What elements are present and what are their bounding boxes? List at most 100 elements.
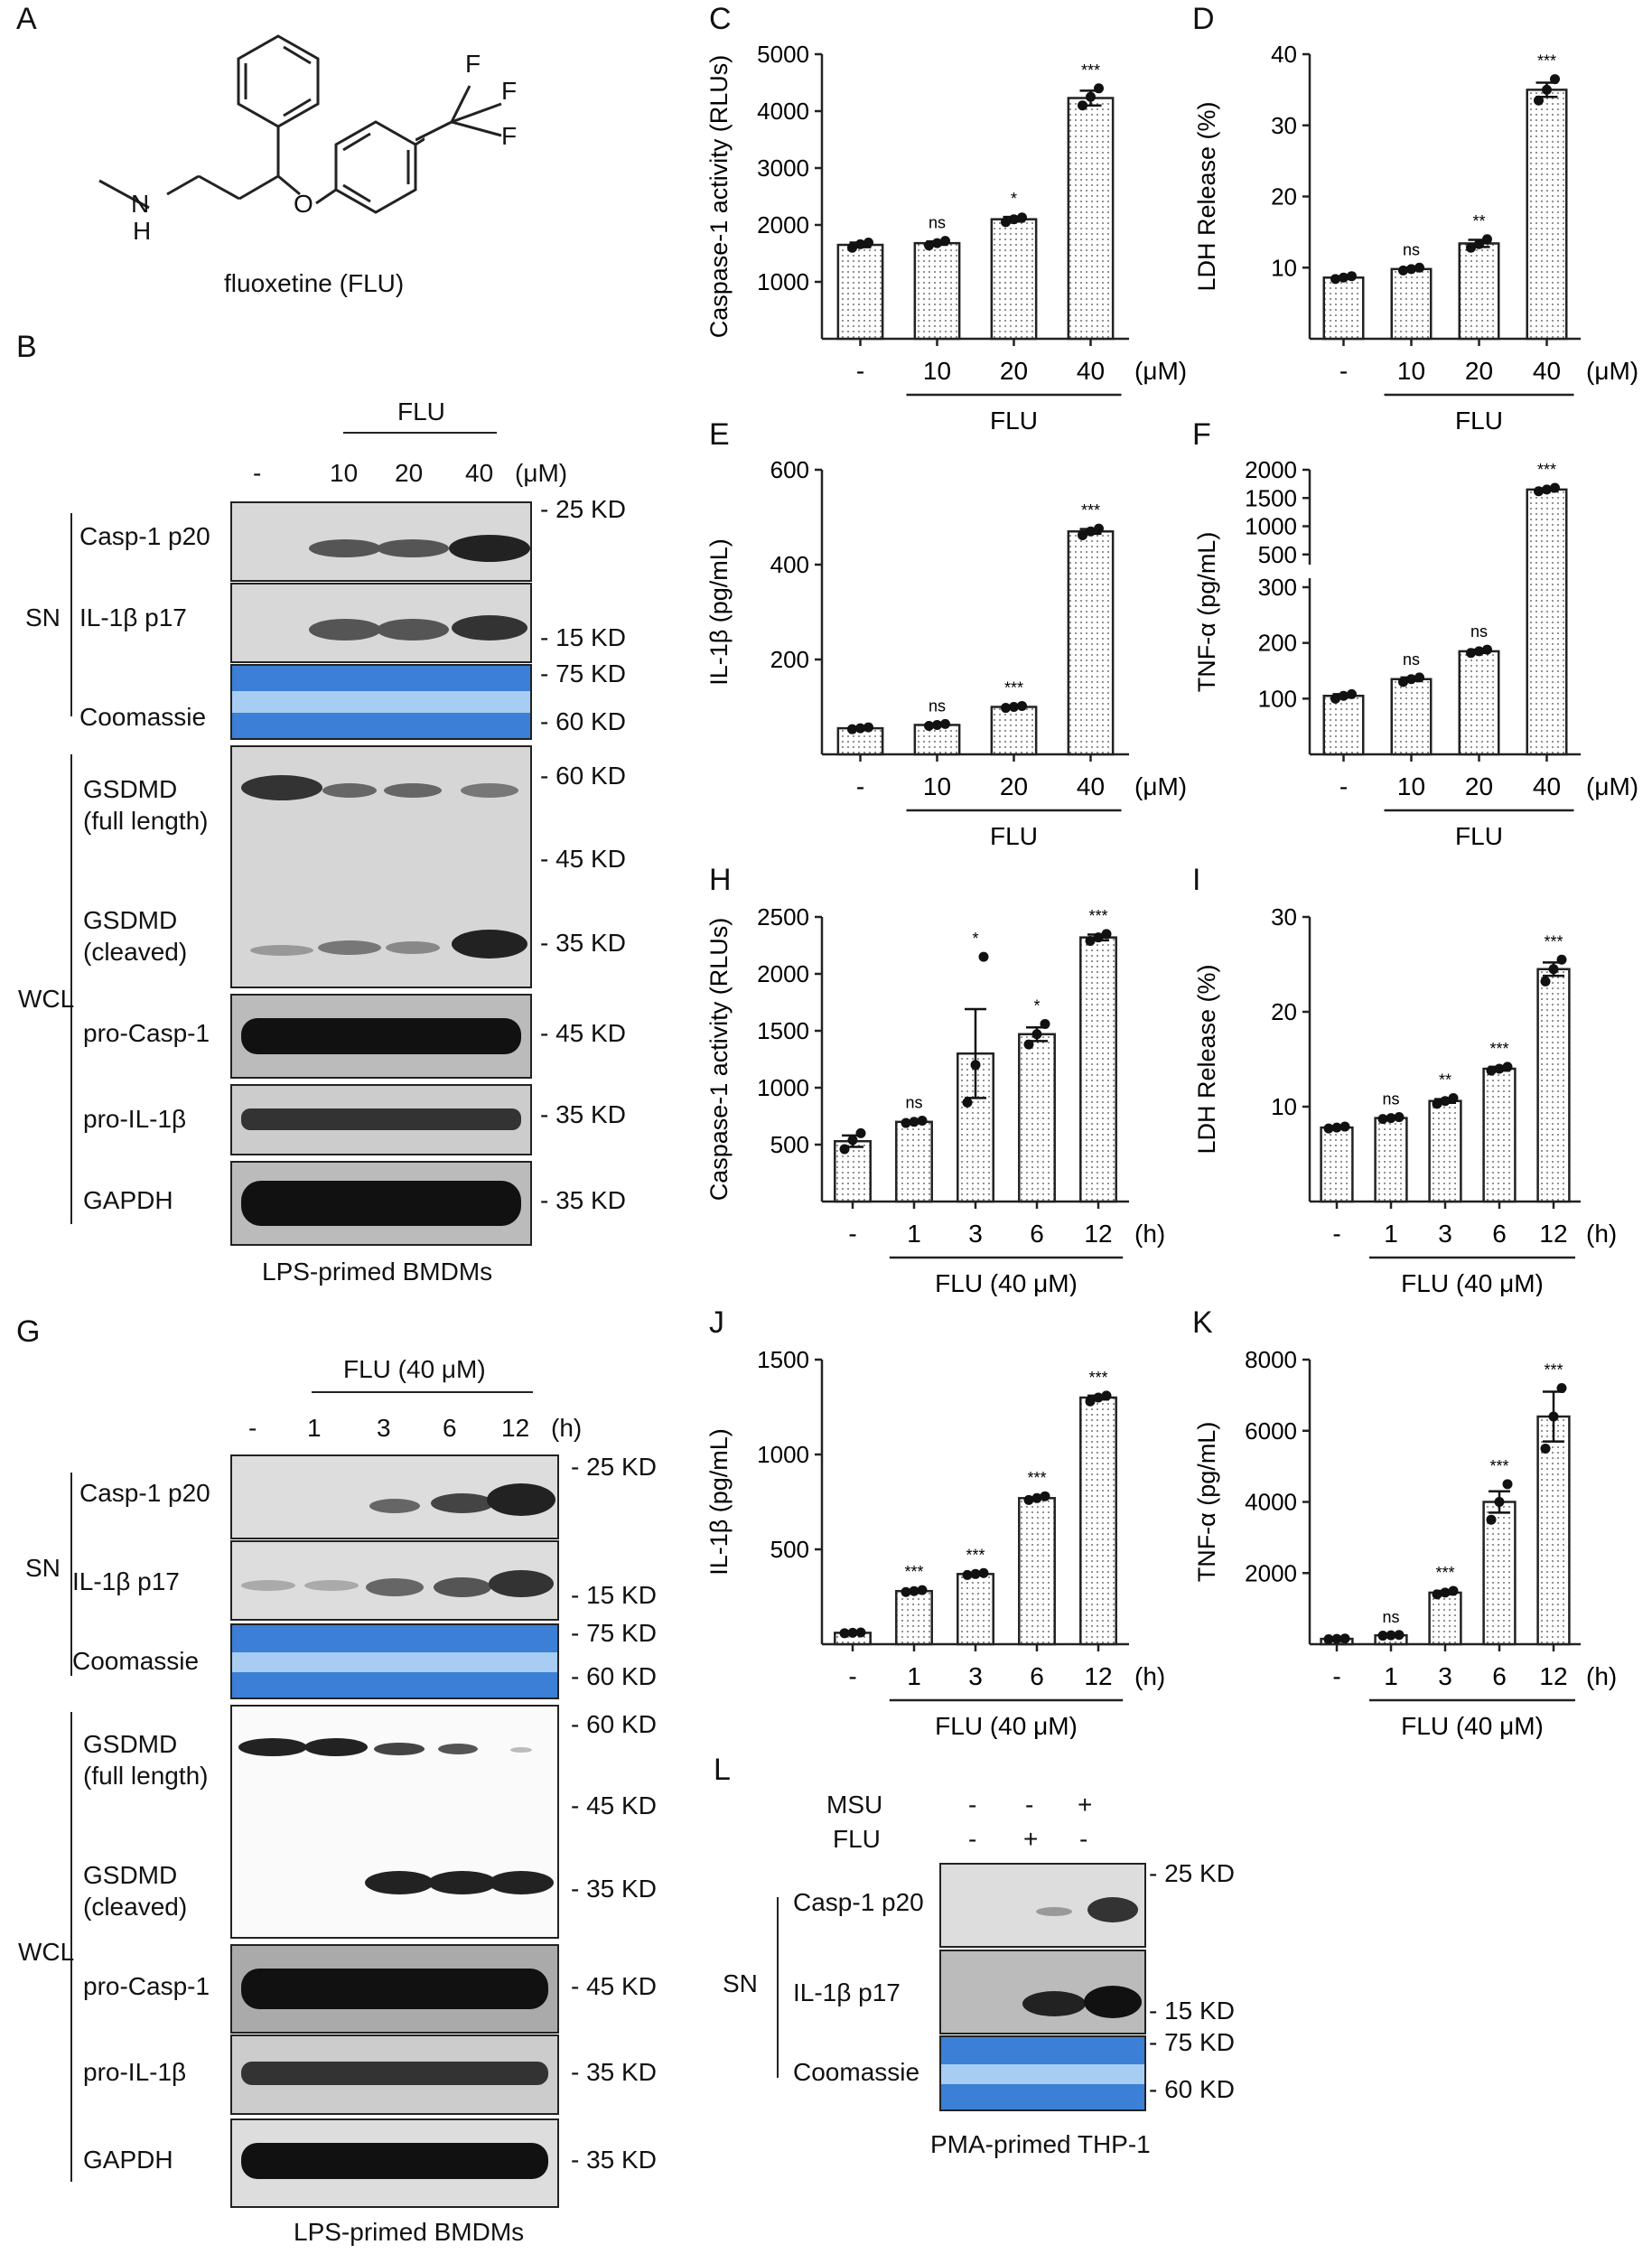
group-label: FLU (40 μM) xyxy=(935,1269,1078,1296)
data-point xyxy=(1474,238,1484,249)
blot-g-gapdh xyxy=(230,2118,559,2208)
y-axis-title: LDH Release (%) xyxy=(1193,101,1220,291)
y-tick-label: 2000 xyxy=(1245,1559,1297,1586)
structure-name: fluoxetine (FLU) xyxy=(224,269,405,297)
data-point xyxy=(1466,242,1476,253)
data-point xyxy=(1377,1114,1388,1125)
blot-l-sn-bracket xyxy=(777,1897,779,2078)
blot-l-marker-25: - 25 KD xyxy=(1149,1859,1235,1887)
y-axis-title: TNF-α (pg/mL) xyxy=(1193,1422,1220,1583)
bar xyxy=(1018,1497,1056,1646)
data-point xyxy=(847,724,857,734)
panel-label-j: J xyxy=(709,1305,724,1340)
significance-label: ns xyxy=(929,697,946,715)
data-point xyxy=(962,1569,973,1580)
y-tick-label: 400 xyxy=(770,551,809,578)
blot-l-sn-label: SN xyxy=(723,1969,758,1997)
group-label: FLU (40 μM) xyxy=(1401,1712,1544,1739)
x-tick-label: 3 xyxy=(1438,1662,1452,1690)
data-point xyxy=(1482,644,1492,655)
data-point xyxy=(1486,1065,1497,1076)
data-point xyxy=(1339,690,1349,701)
significance-label: ns xyxy=(1403,650,1420,669)
data-point xyxy=(1009,702,1019,712)
blot-g-lane-3: 3 xyxy=(377,1414,391,1442)
blot-l-msu-1: - xyxy=(968,1791,977,1819)
x-tick-label: 1 xyxy=(907,1220,921,1248)
bar xyxy=(895,1120,933,1203)
x-tick-label: 3 xyxy=(1438,1220,1452,1248)
bar xyxy=(1322,276,1365,341)
blot-l-flu-2: + xyxy=(1023,1825,1039,1853)
blot-b-gapdh xyxy=(230,1161,532,1246)
x-tick-label: - xyxy=(1339,357,1348,385)
y-axis-title: Caspase-1 activity (RLUs) xyxy=(705,55,733,339)
panel-label-e: E xyxy=(709,417,730,452)
blot-g-marker-25: - 25 KD xyxy=(571,1453,657,1481)
blot-b-coomassie xyxy=(230,664,532,740)
data-point xyxy=(1330,274,1340,285)
x-tick-label: - xyxy=(1339,772,1348,800)
data-point xyxy=(1432,1589,1442,1600)
chart-h: 500 1000 1500 2000 2500 Caspase-1 activity (R… xyxy=(705,903,1165,1296)
blot-g-row-full-length: (full length) xyxy=(83,1762,209,1790)
data-point xyxy=(1548,964,1559,975)
x-unit-label: (μM) xyxy=(1586,357,1638,385)
blot-l-msu-3: + xyxy=(1078,1791,1093,1819)
y-tick-label: 1000 xyxy=(757,1441,809,1468)
data-point xyxy=(1331,1633,1342,1644)
x-unit-label: (μM) xyxy=(1134,772,1187,800)
bar xyxy=(1390,678,1433,756)
x-tick-label: 1 xyxy=(1384,1220,1398,1248)
blot-b-marker-45b: - 45 KD xyxy=(540,1019,626,1047)
chart-j: 500 1000 1500 IL-1β (pg/mL) - *** 1 *** 3 *** 6 ***… xyxy=(705,1346,1165,1739)
blot-g-lane-1: - xyxy=(248,1414,257,1442)
atom-o: O xyxy=(294,190,313,218)
y-tick-label: 20 xyxy=(1271,183,1297,210)
y-tick-label: 4000 xyxy=(757,98,809,125)
panel-label-d: D xyxy=(1192,2,1215,36)
x-unit-label: (μM) xyxy=(1586,772,1638,800)
blot-g-marker-35b: - 35 KD xyxy=(571,2058,657,2086)
bar xyxy=(913,241,961,341)
data-point xyxy=(1440,1587,1451,1598)
bar xyxy=(1428,1099,1462,1203)
data-point xyxy=(1094,523,1104,534)
x-tick-label: 10 xyxy=(923,357,951,385)
y-tick-label: 600 xyxy=(770,456,809,483)
data-point xyxy=(1534,486,1544,497)
cf3-bonds xyxy=(415,85,502,142)
blot-g-lane-5: 12 xyxy=(501,1414,530,1442)
y-tick-label: 5000 xyxy=(757,41,809,68)
significance-label: *** xyxy=(1537,461,1556,479)
data-point xyxy=(1550,74,1560,85)
bar xyxy=(1526,488,1568,756)
blot-b-marker-60a: - 60 KD xyxy=(540,707,626,735)
x-tick-label: 1 xyxy=(1384,1662,1398,1690)
group-label: FLU xyxy=(1455,407,1503,434)
blot-b-il1b-p17 xyxy=(230,583,532,663)
y-axis-title: IL-1β (pg/mL) xyxy=(705,1428,733,1576)
chart-d: 10 20 30 40 LDH Release (%) - ns 10 ** 20 *** 40 (μM… xyxy=(1193,41,1638,434)
blot-g-marker-75: - 75 KD xyxy=(571,1619,657,1647)
x-unit-label: (μM) xyxy=(1134,357,1187,385)
bar xyxy=(1018,1033,1056,1203)
bar xyxy=(1374,1117,1408,1203)
significance-label: ** xyxy=(1439,1071,1451,1090)
y-tick-label: 500 xyxy=(770,1536,809,1563)
blot-b-pro-casp1 xyxy=(230,994,532,1079)
blot-l-flu-3: - xyxy=(1079,1825,1088,1853)
blot-b-marker-75: - 75 KD xyxy=(540,659,626,687)
blot-l-marker-60: - 60 KD xyxy=(1149,2075,1235,2103)
blot-b-lane-4: 40 xyxy=(465,459,494,487)
data-point xyxy=(1502,1062,1513,1072)
data-point xyxy=(1398,265,1408,276)
blot-b-drug: FLU xyxy=(397,397,445,426)
blot-b-unit: (μM) xyxy=(515,459,568,487)
blot-b-row-pro-casp1: pro-Casp-1 xyxy=(83,1019,210,1047)
fluoxetine-structure xyxy=(98,34,425,214)
data-point xyxy=(1331,1122,1342,1133)
data-point xyxy=(962,1097,973,1108)
blot-b-wcl-bracket xyxy=(70,754,72,1224)
